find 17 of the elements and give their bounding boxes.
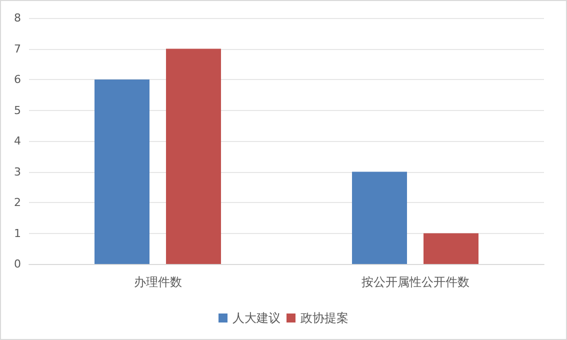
legend-label: 政协提案 (300, 311, 348, 325)
y-tick-label: 7 (14, 42, 21, 56)
bar (424, 233, 478, 264)
bar (94, 80, 150, 264)
x-tick-label: 办理件数 (134, 275, 182, 289)
x-tick-label: 按公开属性公开件数 (361, 275, 470, 289)
y-tick-label: 1 (14, 226, 21, 240)
y-tick-label: 5 (14, 104, 21, 117)
legend-label: 人大建议 (232, 311, 280, 325)
y-tick-label: 3 (14, 165, 21, 178)
y-tick-label: 2 (14, 196, 21, 209)
y-tick-label: 4 (14, 134, 21, 148)
bar (352, 172, 407, 264)
y-tick-label: 6 (14, 73, 21, 86)
bar (166, 48, 221, 264)
y-tick-label: 8 (14, 12, 21, 24)
y-tick-label: 0 (14, 258, 21, 270)
